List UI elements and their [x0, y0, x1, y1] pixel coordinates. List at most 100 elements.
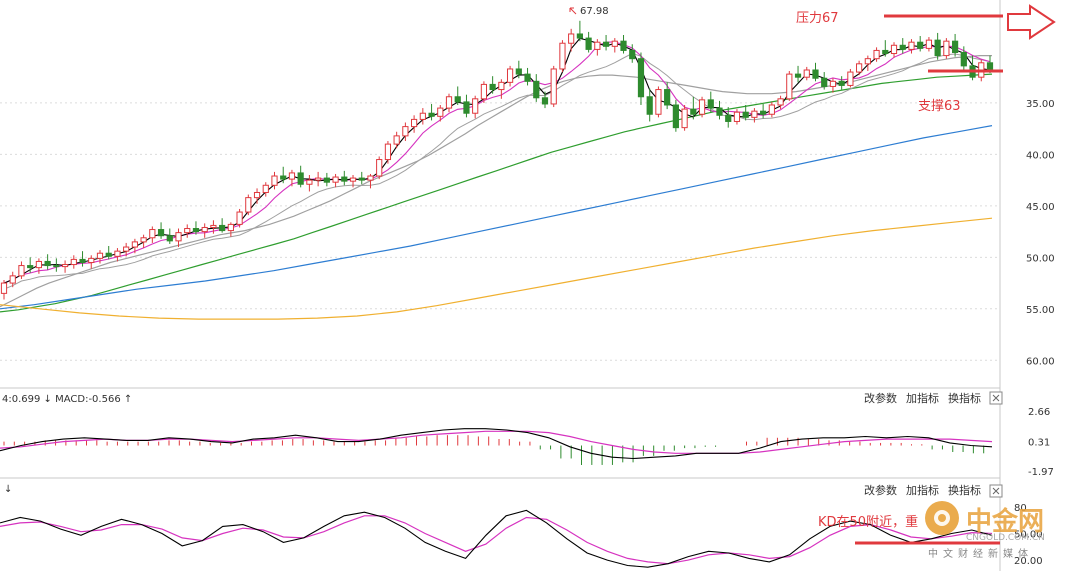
- price-tick-label: 40.00: [1026, 150, 1055, 161]
- ma60-line: [0, 73, 993, 313]
- candle-up: [96, 252, 104, 259]
- candle-down: [707, 99, 714, 109]
- watermark-brand: 中金网: [966, 506, 1044, 537]
- kd-tick-label: 20.00: [1014, 556, 1043, 567]
- arrow-right-icon: [1007, 4, 1056, 40]
- candle-up: [864, 58, 871, 65]
- candle-up: [131, 241, 138, 248]
- candle-up: [306, 179, 313, 185]
- candle-up: [506, 68, 514, 83]
- candle-down: [157, 229, 165, 237]
- macd-params-button[interactable]: 改参数: [864, 391, 897, 405]
- candle-up: [768, 104, 775, 115]
- candle-down: [27, 265, 34, 269]
- price-grid: [0, 102, 1000, 361]
- candle-up: [655, 89, 662, 115]
- watermark-tagline: 中文财经新媒体: [928, 547, 1033, 560]
- candle-up: [472, 98, 479, 114]
- candle-down: [515, 68, 522, 75]
- ma20-line: [0, 54, 992, 308]
- candle-up: [751, 110, 758, 118]
- moving-averages: [0, 37, 993, 320]
- candle-up: [35, 260, 43, 269]
- kd-tick-label: 80: [1014, 503, 1027, 514]
- support-label: 支撑63: [918, 99, 961, 114]
- candle-up: [236, 211, 243, 225]
- candle-down: [838, 80, 845, 86]
- candle-down: [742, 111, 749, 118]
- candle-down: [821, 77, 828, 87]
- candle-up: [550, 68, 557, 105]
- candle-up: [681, 108, 688, 129]
- peak-marker: 67.98: [569, 6, 609, 17]
- candle-up: [498, 81, 505, 91]
- kd-add-indicator-button[interactable]: 加指标: [906, 483, 939, 497]
- candle-up: [943, 40, 950, 57]
- kd-d-line: [0, 515, 993, 565]
- candle-down: [489, 83, 496, 91]
- resistance-label: 压力67: [796, 11, 839, 26]
- candle-down: [533, 80, 540, 99]
- candle-up: [480, 83, 488, 100]
- candle-up: [384, 143, 392, 161]
- candle-down: [219, 224, 226, 232]
- candle-up: [698, 99, 706, 115]
- candle-up: [559, 42, 566, 70]
- kd-change-indicator-button[interactable]: 换指标: [948, 483, 981, 497]
- kd-close-icon[interactable]: [989, 484, 1003, 498]
- kd-params-button[interactable]: 改参数: [864, 483, 897, 497]
- candle-down: [960, 51, 967, 67]
- kd-k-line: [0, 509, 993, 568]
- macd-tick-label: 0.31: [1028, 438, 1050, 449]
- ma250-line: [0, 217, 993, 320]
- candle-up: [777, 98, 784, 106]
- candle-up: [315, 177, 322, 181]
- candle-down: [629, 49, 636, 60]
- candle-down: [524, 73, 531, 82]
- macd-tick-label: 2.66: [1028, 407, 1050, 418]
- kd-indicator: [0, 509, 993, 568]
- candle-up: [288, 172, 296, 180]
- candle-up: [611, 40, 618, 47]
- candle-up: [411, 118, 418, 128]
- ma120-line: [0, 125, 993, 310]
- candle-up: [140, 237, 147, 243]
- candle-up: [201, 226, 208, 233]
- candle-up: [149, 229, 156, 239]
- ma5-line: [3, 37, 991, 284]
- candle-down: [951, 40, 959, 53]
- candle-up: [856, 63, 863, 73]
- price-tick-label: 55.00: [1026, 305, 1055, 316]
- candle-up: [925, 39, 933, 49]
- macd-change-indicator-button[interactable]: 换指标: [948, 391, 981, 405]
- macd-close-icon[interactable]: [989, 391, 1003, 405]
- candle-down: [725, 114, 732, 122]
- candle-down: [899, 44, 906, 50]
- ma-gray-line: [3, 52, 991, 290]
- price-tick-label: 45.00: [1026, 202, 1055, 213]
- candle-up: [908, 41, 915, 50]
- candle-down: [358, 177, 365, 181]
- kd-tick-label: 50.00: [1014, 530, 1043, 541]
- candle-down: [576, 33, 583, 39]
- candle-up: [445, 96, 453, 109]
- candle-up: [873, 49, 880, 60]
- candle-down: [428, 112, 435, 117]
- candle-down: [463, 101, 470, 114]
- macd-add-indicator-button[interactable]: 加指标: [906, 391, 939, 405]
- candle-down: [79, 258, 86, 263]
- candle-up: [829, 80, 837, 87]
- candle-up: [9, 275, 16, 284]
- candle-down: [280, 175, 287, 180]
- candle-down: [297, 172, 304, 185]
- candle-down: [716, 107, 723, 116]
- candle-up: [114, 250, 121, 257]
- candle-up: [88, 257, 95, 263]
- candle-down: [44, 260, 51, 267]
- candle-down: [602, 41, 610, 47]
- watermark-url: CNGOLD.COM.CN: [966, 533, 1045, 543]
- candle-down: [166, 235, 173, 242]
- kd-annotation: KD在50附近，重: [818, 514, 918, 530]
- candle-up: [568, 33, 575, 44]
- candle-down: [541, 97, 549, 105]
